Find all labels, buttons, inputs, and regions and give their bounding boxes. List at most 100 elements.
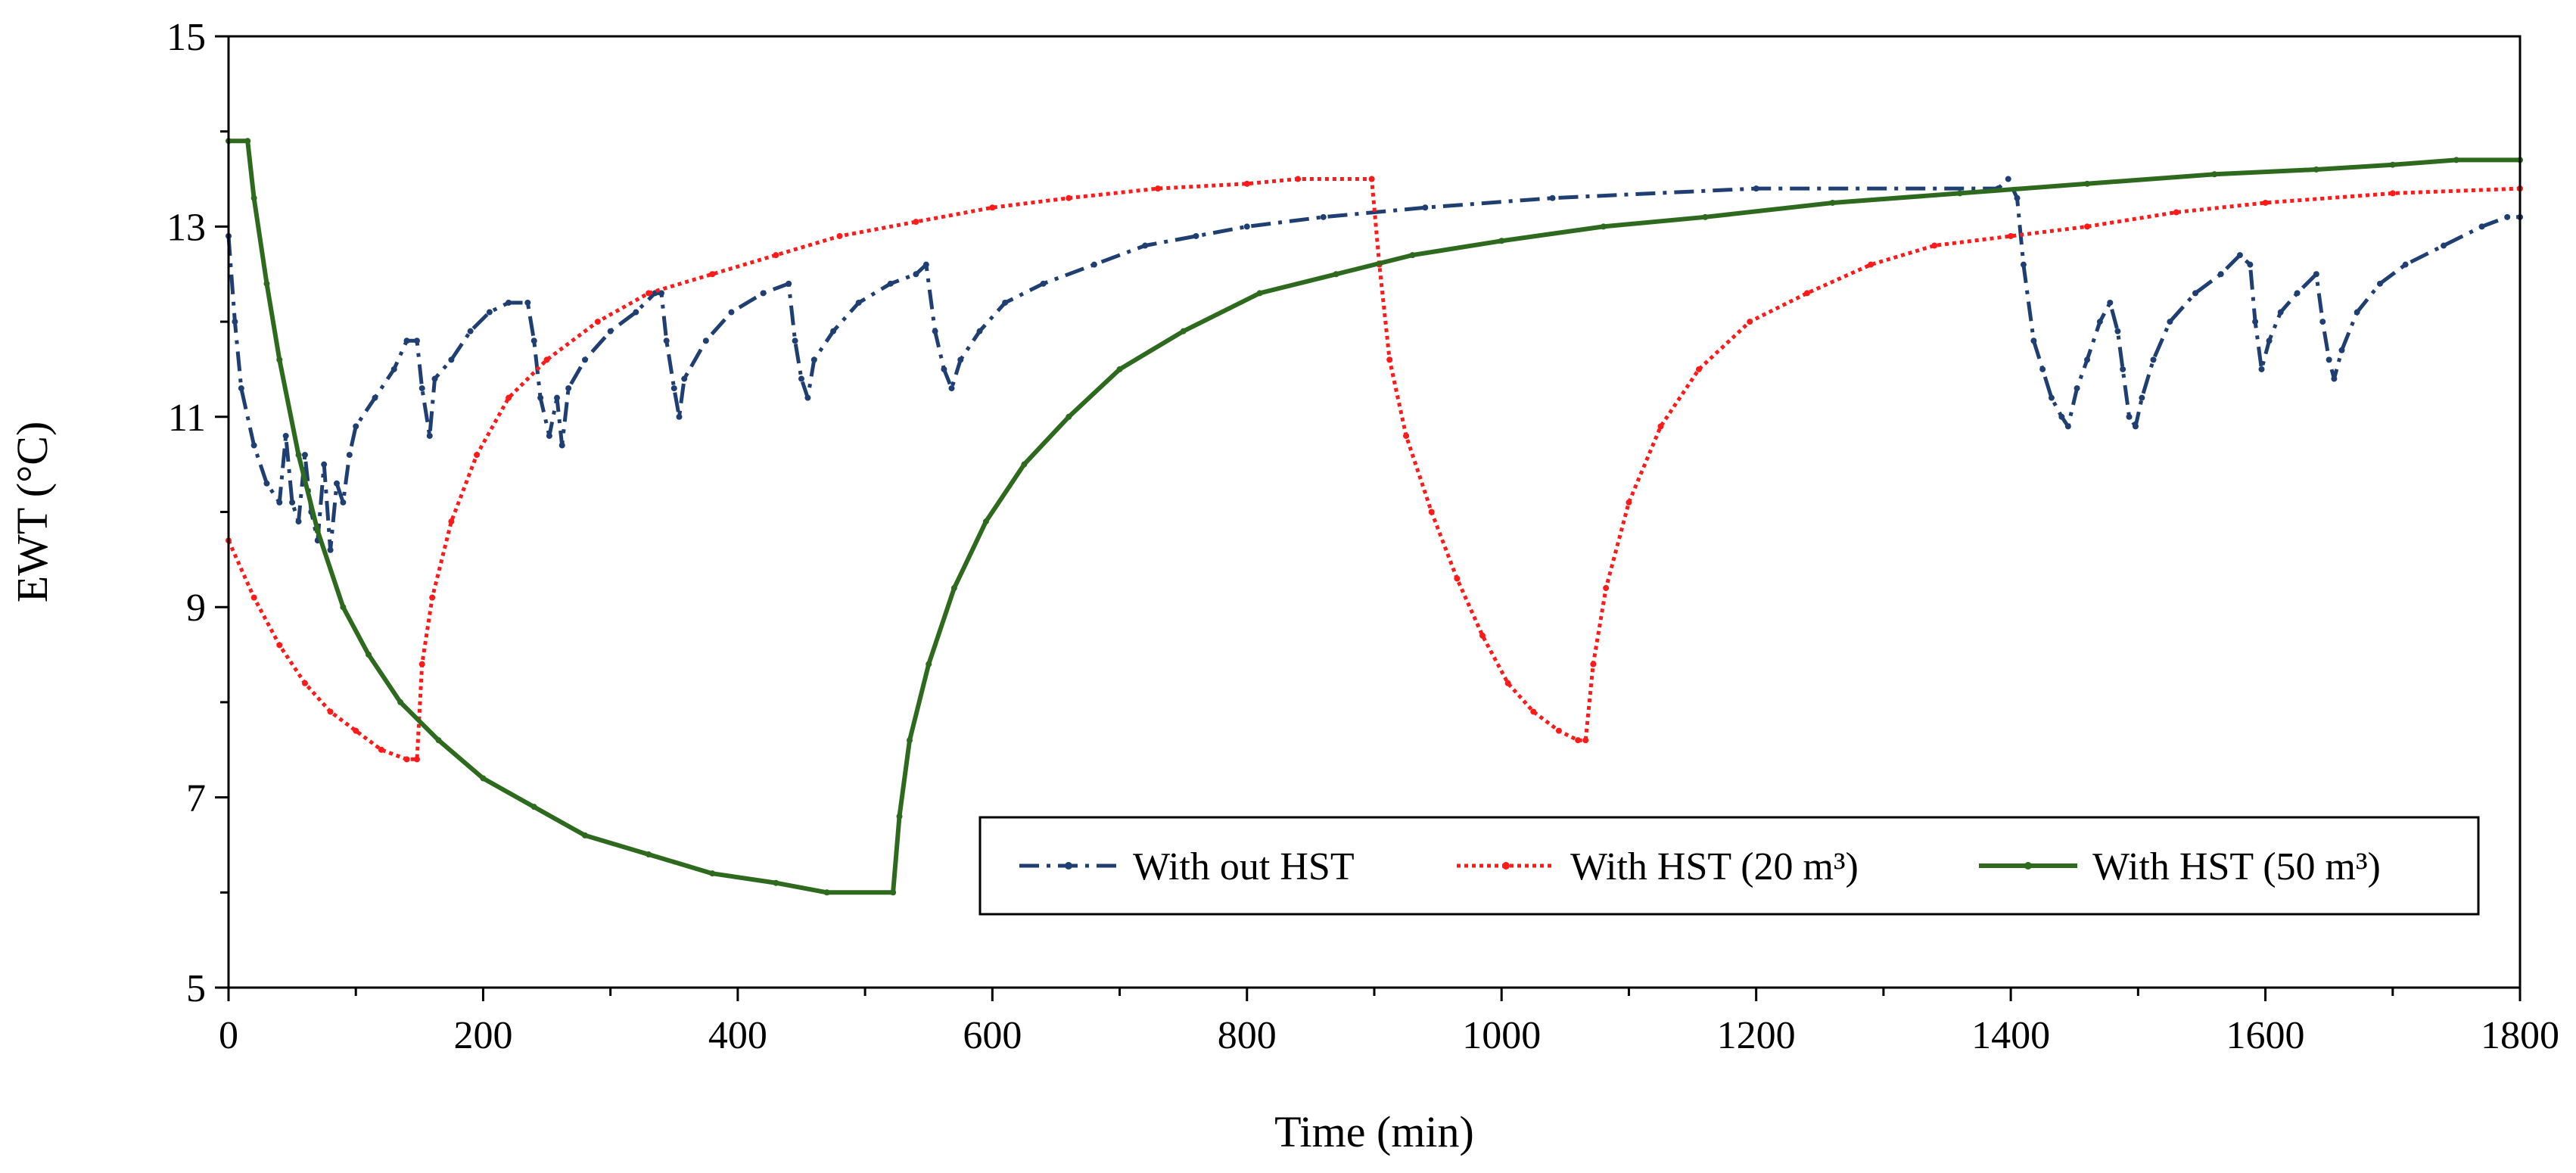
x-tick-label: 200 bbox=[453, 1014, 512, 1057]
data-point bbox=[633, 309, 639, 316]
data-point bbox=[295, 518, 302, 525]
legend-label: With HST (50 m³) bbox=[2092, 845, 2381, 888]
data-point bbox=[263, 280, 270, 287]
data-point bbox=[2331, 375, 2338, 382]
x-tick-label: 1200 bbox=[1717, 1014, 1796, 1057]
data-point bbox=[663, 338, 670, 344]
data-point bbox=[1116, 366, 1123, 372]
data-point bbox=[301, 452, 308, 459]
data-point bbox=[906, 737, 913, 744]
series-layer bbox=[226, 138, 2523, 896]
data-point bbox=[2504, 213, 2511, 220]
data-point bbox=[418, 661, 425, 667]
data-point bbox=[378, 746, 384, 753]
data-point bbox=[282, 432, 289, 439]
data-point bbox=[950, 585, 957, 592]
data-point bbox=[1295, 176, 1302, 182]
legend-box bbox=[978, 816, 2480, 916]
data-point bbox=[390, 366, 397, 372]
data-point bbox=[2030, 338, 2037, 344]
data-point bbox=[1066, 194, 1072, 201]
data-point bbox=[773, 879, 779, 886]
data-point bbox=[2150, 356, 2157, 363]
data-point bbox=[1626, 499, 1632, 506]
data-point bbox=[2211, 171, 2218, 178]
data-point bbox=[333, 480, 340, 487]
data-point bbox=[1155, 185, 1162, 192]
data-point bbox=[1368, 176, 1375, 182]
data-point bbox=[1409, 252, 1416, 259]
data-point bbox=[1243, 180, 1250, 187]
data-point bbox=[948, 385, 955, 392]
y-axis: 5 7 9 11 13 15 bbox=[166, 16, 229, 1010]
data-point bbox=[582, 356, 589, 363]
data-point bbox=[1504, 680, 1511, 686]
data-point bbox=[1066, 413, 1072, 420]
data-point bbox=[2064, 423, 2071, 430]
data-point bbox=[429, 594, 436, 601]
data-point bbox=[543, 356, 550, 363]
data-point bbox=[926, 661, 932, 667]
data-point bbox=[804, 394, 811, 401]
data-point bbox=[798, 375, 804, 382]
data-point bbox=[448, 356, 455, 363]
data-point bbox=[1454, 575, 1461, 582]
data-point bbox=[2262, 199, 2269, 206]
x-tick-label: 1600 bbox=[2226, 1014, 2305, 1057]
data-point bbox=[1702, 213, 1709, 220]
data-point bbox=[890, 889, 897, 896]
data-point bbox=[728, 309, 735, 316]
data-point bbox=[2058, 413, 2065, 420]
data-point bbox=[2258, 366, 2265, 372]
data-point bbox=[524, 299, 531, 306]
data-point bbox=[2247, 261, 2254, 268]
data-point bbox=[676, 413, 683, 420]
data-point bbox=[2294, 290, 2301, 297]
data-point bbox=[1256, 290, 1263, 297]
series-1 bbox=[226, 176, 2523, 553]
data-point bbox=[2084, 356, 2091, 363]
x-tick-label: 400 bbox=[708, 1014, 767, 1057]
data-point bbox=[646, 290, 652, 297]
data-point bbox=[366, 652, 372, 658]
data-point bbox=[1021, 461, 1028, 468]
data-point bbox=[232, 319, 238, 325]
data-point bbox=[1428, 509, 1435, 515]
data-point bbox=[276, 499, 283, 506]
data-point bbox=[1333, 271, 1339, 278]
legend-marker bbox=[1502, 862, 1510, 870]
data-point bbox=[2236, 252, 2243, 259]
x-tick-label: 1800 bbox=[2481, 1014, 2559, 1057]
series-line bbox=[226, 177, 2520, 552]
data-point bbox=[957, 356, 964, 363]
y-tick-label: 7 bbox=[186, 777, 206, 820]
data-point bbox=[2167, 319, 2173, 325]
data-point bbox=[2354, 309, 2360, 316]
data-point bbox=[2326, 356, 2332, 363]
y-tick-label: 13 bbox=[166, 206, 206, 249]
x-axis: 0 200 400 600 800 1000 1200 1400 1600 1800 bbox=[219, 988, 2559, 1057]
data-point bbox=[448, 518, 455, 525]
data-point bbox=[314, 527, 321, 534]
data-point bbox=[830, 328, 837, 334]
data-point bbox=[506, 299, 512, 306]
data-point bbox=[2389, 190, 2396, 197]
data-point bbox=[2107, 299, 2114, 306]
data-point bbox=[2402, 261, 2409, 268]
data-point bbox=[2020, 261, 2027, 268]
y-tick-label: 15 bbox=[166, 16, 206, 59]
data-point bbox=[435, 737, 442, 744]
data-point bbox=[554, 394, 561, 401]
data-point bbox=[506, 394, 512, 401]
data-point bbox=[1695, 366, 1702, 372]
data-point bbox=[1040, 280, 1047, 287]
data-point bbox=[546, 432, 552, 439]
data-point bbox=[2389, 161, 2396, 168]
data-point bbox=[1320, 213, 1327, 220]
data-point bbox=[792, 338, 798, 344]
data-point bbox=[2014, 194, 2021, 201]
y-tick-label: 11 bbox=[168, 397, 206, 440]
data-point bbox=[1193, 232, 1199, 239]
data-point bbox=[1479, 632, 1486, 639]
